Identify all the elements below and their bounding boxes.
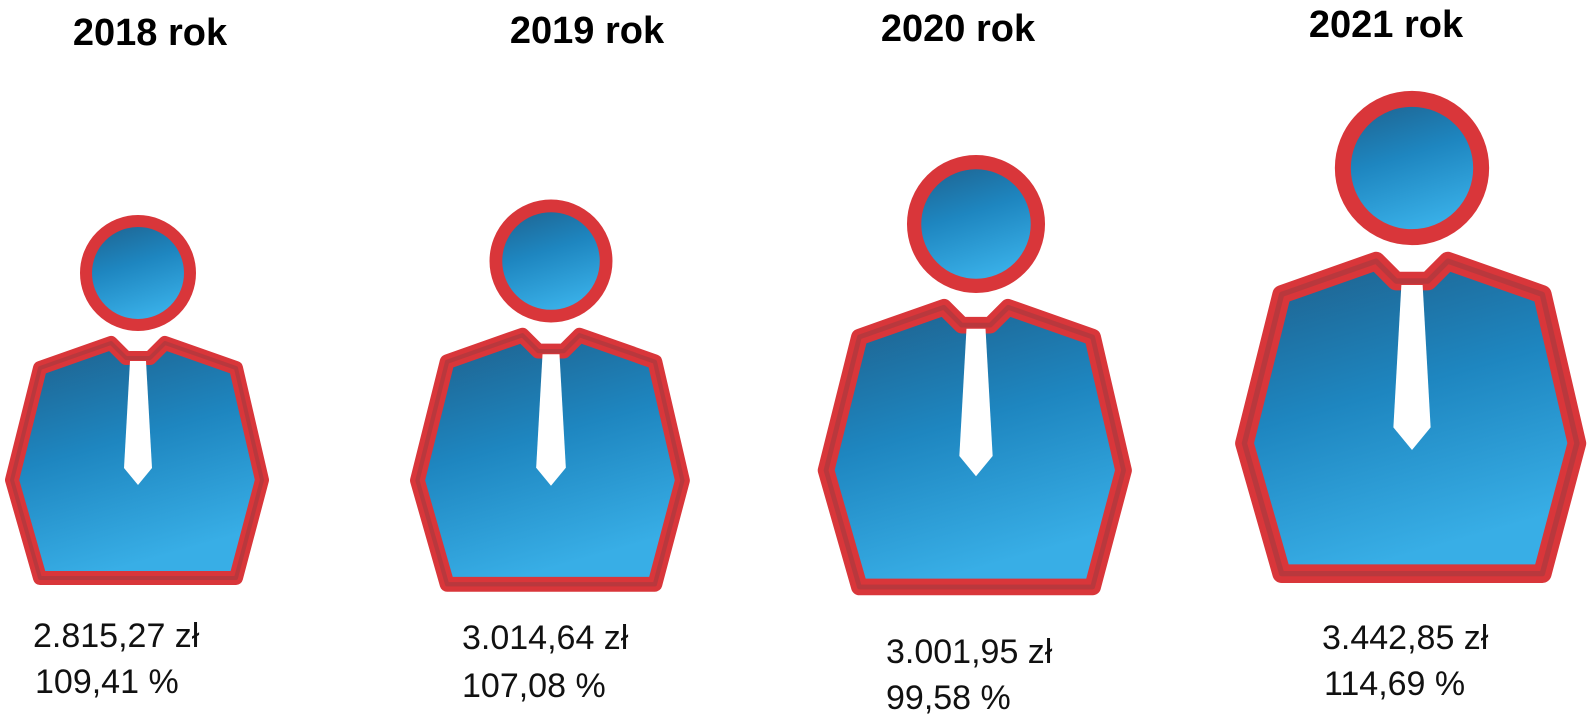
year-title: 2019 rok <box>510 10 665 52</box>
percent: 114,69 % <box>1324 665 1465 703</box>
person-icon <box>1244 99 1577 574</box>
percent: 99,58 % <box>886 679 1011 717</box>
year-title: 2020 rok <box>881 8 1036 50</box>
percent: 107,08 % <box>462 667 606 705</box>
amount: 3.014,64 zł <box>462 619 629 657</box>
figure-2019: 2019 rok 3.014,64 zł 107,08 % <box>417 10 682 705</box>
person-icon <box>417 206 682 584</box>
amount: 2.815,27 zł <box>33 617 200 655</box>
figure-2018: 2018 rok 2.815,27 zł 109,41 % <box>12 12 262 701</box>
year-title: 2018 rok <box>73 12 228 54</box>
figure-2021: 2021 rok 3.442,85 zł 114,69 % <box>1244 4 1577 703</box>
amount: 3.001,95 zł <box>886 633 1053 671</box>
percent: 109,41 % <box>35 663 179 701</box>
figure-2020: 2020 rok 3.001,95 zł 99,58 % <box>826 8 1124 717</box>
person-icon <box>826 162 1124 587</box>
amount: 3.442,85 zł <box>1322 619 1489 657</box>
person-icon <box>12 221 262 578</box>
year-title: 2021 rok <box>1309 4 1464 46</box>
